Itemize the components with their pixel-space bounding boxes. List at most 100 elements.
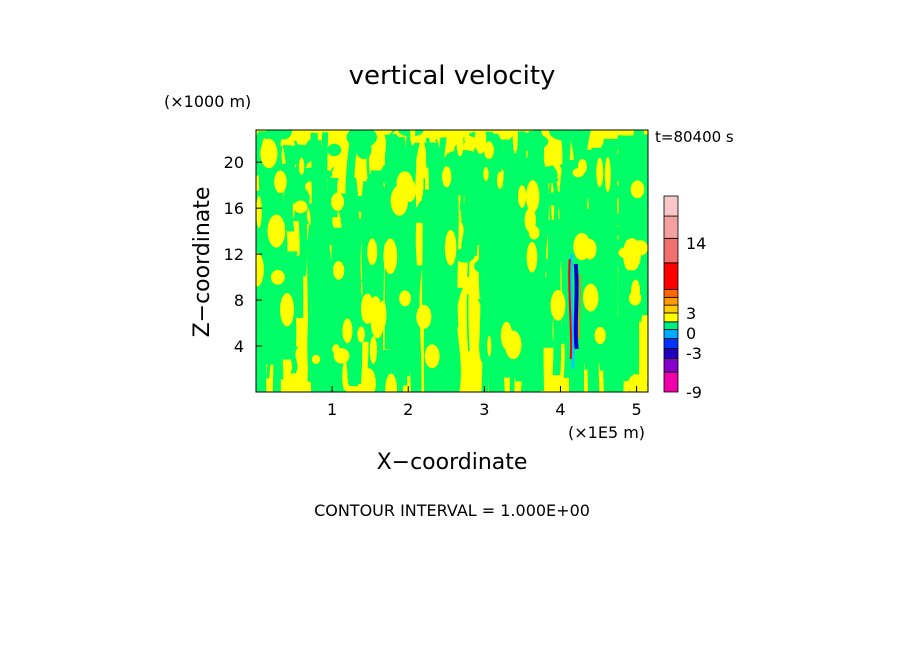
colorbar-label: 14 [686, 234, 706, 253]
field-patch [491, 264, 510, 275]
colorbar-swatch [663, 338, 679, 349]
feature-contour [568, 259, 573, 360]
y-tick-label: 16 [224, 199, 244, 218]
field-patch [608, 226, 632, 236]
field-streak [256, 190, 261, 392]
colorbar-swatch [663, 321, 679, 331]
field-patch [623, 239, 635, 271]
time-label: t=80400 s [655, 128, 734, 146]
x-axis: 1 2 3 4 5 [327, 386, 642, 419]
x-tick-label: 4 [555, 400, 565, 419]
field-patch [349, 195, 383, 213]
colorbar-swatch [663, 237, 679, 264]
colorbar-swatch [663, 296, 679, 306]
field-patch [582, 283, 599, 312]
field-patch [274, 170, 287, 194]
colorbar-label: -9 [686, 383, 702, 402]
field-streak [513, 136, 527, 287]
chart-title: vertical velocity [349, 61, 556, 91]
field-patch [474, 130, 487, 154]
field-patch [369, 336, 378, 365]
field-streak [307, 224, 312, 382]
field-streak [297, 155, 309, 277]
field-patch [632, 240, 648, 256]
field-patch [524, 208, 536, 233]
contour-interval-note: CONTOUR INTERVAL = 1.000E+00 [314, 501, 590, 520]
colorbar-swatch [663, 312, 679, 323]
colorbar-swatch [663, 262, 679, 290]
field-patch [416, 304, 432, 329]
field-patch [628, 374, 644, 392]
x-tick-label: 2 [403, 400, 413, 419]
field-patch [388, 133, 401, 153]
field-patch [462, 276, 474, 295]
field-patch [577, 158, 587, 174]
field-patch [274, 130, 293, 140]
field-patch [360, 293, 375, 324]
field-patch [483, 141, 494, 160]
field-patch [335, 235, 361, 248]
field-patch [331, 192, 345, 211]
field-patch [504, 330, 522, 360]
field-patch [605, 212, 638, 226]
field-patch [500, 152, 513, 173]
field-patch [295, 171, 319, 182]
y-axis: 4 8 12 16 20 [224, 153, 262, 356]
field-patch [383, 238, 398, 275]
field-patch [604, 156, 611, 193]
colorbar-swatch [663, 371, 679, 393]
field-patch [260, 138, 278, 169]
field-patch [256, 252, 264, 287]
field-streak [460, 220, 472, 255]
field-patch [512, 130, 518, 154]
field-patch [483, 166, 489, 182]
field-patch [487, 335, 492, 357]
colorbar-label: -3 [686, 344, 702, 363]
field-patch [596, 157, 604, 188]
field-streak [646, 235, 648, 386]
field-streak [366, 147, 371, 194]
field-patch [525, 180, 540, 213]
y-tick-label: 8 [234, 291, 244, 310]
field-streak [323, 276, 334, 392]
x-tick-label: 3 [479, 400, 489, 419]
field-patch [342, 318, 353, 344]
field-patch [590, 262, 610, 272]
field-streak [446, 287, 464, 392]
field-patch [630, 180, 645, 199]
field-streak [244, 179, 255, 311]
field-patch [362, 368, 376, 392]
velocity-field [244, 130, 648, 392]
updraft-feature [568, 253, 582, 370]
field-patch [381, 162, 398, 179]
field-patch [444, 229, 457, 266]
field-patch [293, 200, 308, 214]
field-patch [498, 249, 507, 265]
field-patch [408, 207, 426, 223]
field-patch [342, 361, 348, 391]
y-tick-label: 20 [224, 153, 244, 172]
field-patch [456, 130, 464, 157]
field-patch [497, 171, 503, 189]
feature-contour [578, 274, 582, 340]
field-patch [298, 157, 305, 175]
feature-contour [573, 263, 579, 350]
colorbar-legend: -9 -303 14 [663, 195, 706, 402]
field-patch [333, 348, 350, 364]
field-streak [579, 159, 583, 392]
field-patch [629, 138, 643, 162]
plot-area [244, 129, 649, 393]
field-streak [347, 207, 359, 307]
field-patch [550, 289, 566, 321]
field-streak [312, 178, 323, 295]
field-streak [282, 145, 295, 232]
colorbar-swatch [663, 348, 679, 359]
field-patch [460, 201, 472, 226]
field-patch [559, 184, 590, 192]
field-patch [526, 241, 538, 273]
colorbar-swatch [663, 358, 679, 373]
field-patch [267, 214, 286, 248]
field-streak [390, 350, 399, 392]
field-patch [474, 256, 513, 277]
field-streak [395, 198, 409, 304]
